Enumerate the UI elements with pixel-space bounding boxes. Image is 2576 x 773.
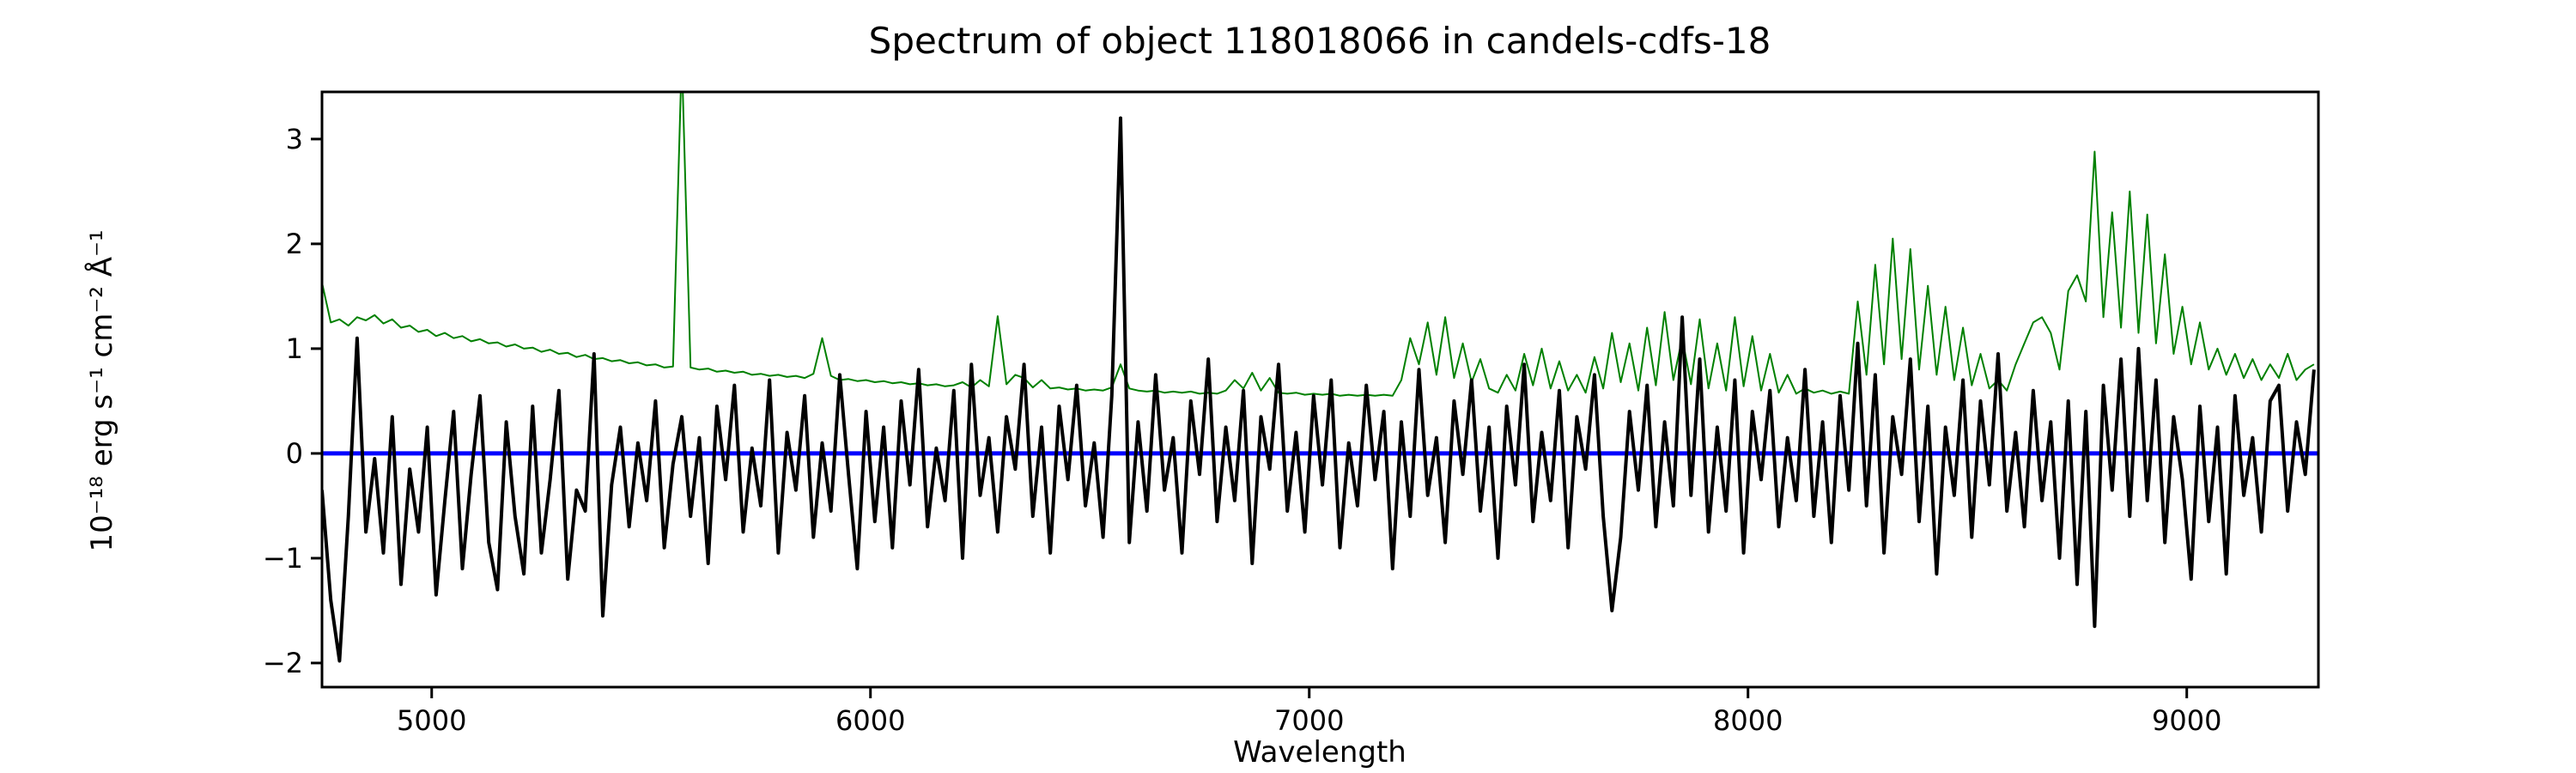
y-axis-ticks: −2 −1 0 1 2 3 bbox=[263, 123, 322, 679]
chart-title: Spectrum of object 118018066 in candels-… bbox=[869, 20, 1771, 62]
y-tick-label: −1 bbox=[263, 542, 303, 575]
axes-frame bbox=[320, 90, 2320, 689]
x-tick-label: 9000 bbox=[2152, 704, 2221, 737]
x-tick-label: 7000 bbox=[1274, 704, 1344, 737]
y-tick-label: 0 bbox=[286, 437, 303, 470]
x-axis-ticks: 5000 6000 7000 8000 9000 bbox=[397, 687, 2221, 737]
y-tick-label: 3 bbox=[286, 123, 303, 155]
y-tick-label: −2 bbox=[263, 647, 303, 679]
x-tick-label: 6000 bbox=[835, 704, 905, 737]
x-tick-label: 8000 bbox=[1713, 704, 1783, 737]
y-axis-label: 10⁻¹⁸ erg s⁻¹ cm⁻² Å⁻¹ bbox=[84, 229, 119, 551]
y-tick-label: 1 bbox=[286, 332, 303, 365]
noise-line bbox=[322, 92, 2315, 397]
x-axis-label: Wavelength bbox=[1233, 735, 1406, 770]
x-tick-label: 5000 bbox=[397, 704, 466, 737]
y-tick-label: 2 bbox=[286, 228, 303, 260]
flux-line bbox=[322, 116, 2316, 663]
